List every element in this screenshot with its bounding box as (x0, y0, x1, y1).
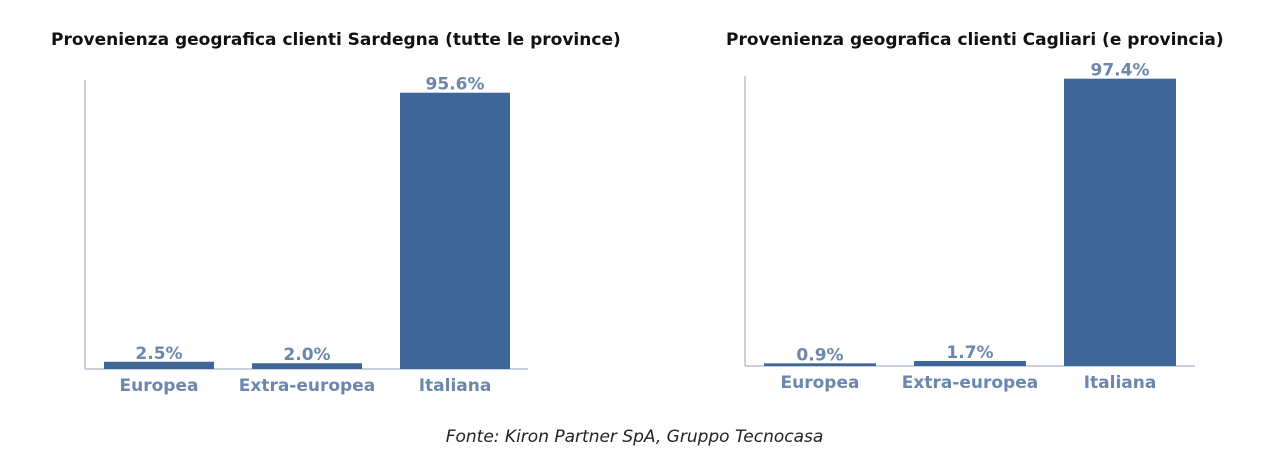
category-label: Extra-europea (239, 376, 375, 396)
chart-title-sardegna: Provenienza geografica clienti Sardegna … (51, 30, 621, 50)
data-label: 2.5% (135, 344, 182, 364)
bar (764, 363, 876, 366)
bar (400, 92, 510, 369)
bar (104, 361, 214, 369)
category-label: Extra-europea (902, 373, 1038, 393)
bar (252, 363, 362, 369)
data-label: 0.9% (796, 345, 843, 365)
data-label: 2.0% (283, 345, 330, 365)
bar (914, 360, 1026, 366)
category-label: Italiana (419, 376, 492, 396)
data-label: 95.6% (426, 75, 485, 95)
source-note: Fonte: Kiron Partner SpA, Gruppo Tecnoca… (445, 427, 824, 447)
chart-title-cagliari: Provenienza geografica clienti Cagliari … (726, 30, 1224, 50)
data-label: 97.4% (1091, 61, 1150, 81)
bar (1064, 78, 1176, 367)
category-label: Italiana (1084, 373, 1157, 393)
category-label: Europea (120, 376, 199, 396)
category-label: Europea (781, 373, 860, 393)
data-label: 1.7% (946, 343, 993, 363)
